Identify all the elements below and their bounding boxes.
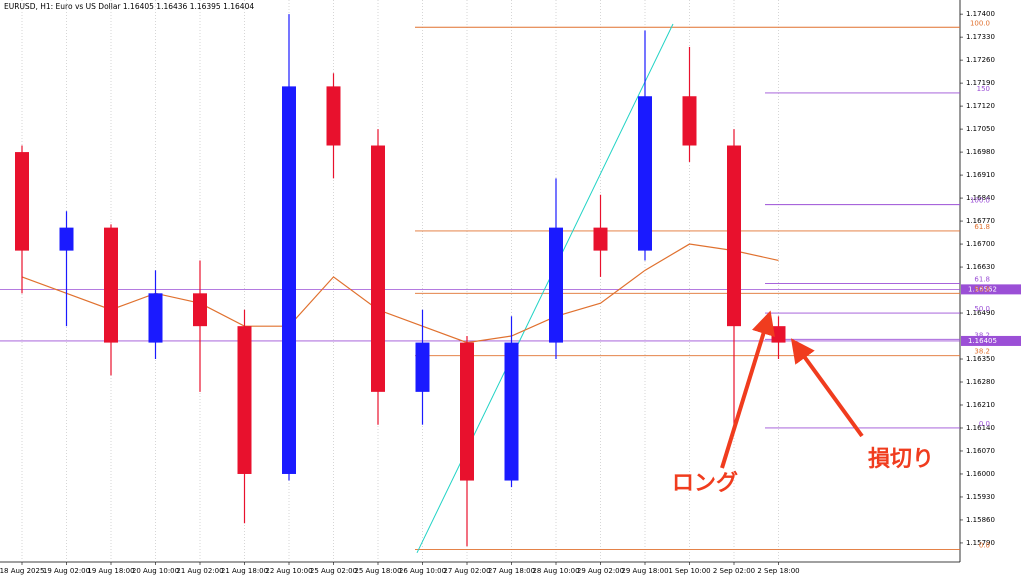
x-tick-label: 29 Aug 18:00	[621, 567, 668, 575]
x-tick-label: 19 Aug 02:00	[43, 567, 90, 575]
chart-title: EURUSD, H1: Euro vs US Dollar 1.16405 1.…	[4, 2, 254, 11]
y-tick-label: 1.16700	[966, 240, 995, 248]
fib-label: 50.0	[974, 285, 990, 293]
candle-body	[771, 326, 786, 343]
price-label-box	[961, 335, 1021, 346]
price-label: 1.16405	[968, 337, 997, 345]
price-label: 1.16562	[968, 285, 997, 293]
candle-body	[682, 96, 697, 146]
candle-body	[104, 227, 118, 343]
candle-body	[237, 326, 252, 474]
fib-label: 38.2	[974, 348, 990, 356]
fib-label: 150	[977, 85, 990, 93]
y-tick-label: 1.15860	[966, 516, 995, 524]
candle-body	[148, 293, 163, 343]
x-tick-label: 18 Aug 2025	[0, 567, 44, 575]
fib-label: 61.8	[974, 275, 990, 283]
x-tick-label: 27 Aug 02:00	[443, 567, 490, 575]
fib-label: 38.2	[974, 331, 990, 339]
candle-body	[15, 152, 29, 251]
y-tick-label: 1.15930	[966, 493, 995, 501]
x-tick-label: 25 Aug 02:00	[310, 567, 357, 575]
x-tick-label: 25 Aug 18:00	[354, 567, 401, 575]
y-tick-label: 1.17050	[966, 125, 995, 133]
arrow-stop	[790, 338, 864, 438]
x-tick-label: 2 Sep 18:00	[757, 567, 799, 575]
fib-label: 0.0	[979, 420, 990, 428]
price-label-box	[961, 284, 1021, 295]
candle-body	[371, 145, 385, 392]
candle-body	[193, 293, 207, 327]
annotation-stop: 損切り	[868, 447, 934, 472]
candle-body	[415, 342, 430, 392]
fib-label: 50.0	[974, 305, 990, 313]
y-tick-label: 1.15790	[966, 539, 995, 547]
candle-body	[460, 342, 474, 481]
candle-body	[504, 342, 519, 481]
y-tick-label: 1.17260	[966, 56, 995, 64]
trendline	[416, 23, 674, 554]
x-tick-label: 29 Aug 02:00	[577, 567, 624, 575]
arrow-long	[720, 310, 775, 469]
y-tick-label: 1.16840	[966, 194, 995, 202]
y-tick-label: 1.17190	[966, 79, 995, 87]
y-tick-label: 1.16070	[966, 447, 995, 455]
fib-label: 61.8	[974, 223, 990, 231]
fib-label: 0.0	[979, 542, 990, 550]
y-tick-label: 1.16630	[966, 263, 995, 271]
candle-body	[727, 145, 741, 327]
y-tick-label: 1.16770	[966, 217, 995, 225]
fib-label: 100.0	[970, 197, 990, 205]
candle-body	[326, 86, 341, 146]
y-tick-label: 1.16280	[966, 378, 995, 386]
x-tick-label: 20 Aug 10:00	[132, 567, 179, 575]
x-tick-label: 19 Aug 18:00	[87, 567, 134, 575]
y-tick-label: 1.17330	[966, 33, 995, 41]
candle-body	[59, 227, 74, 251]
fib-label: 100.0	[970, 19, 990, 27]
y-tick-label: 1.17120	[966, 102, 995, 110]
y-tick-label: 1.16350	[966, 355, 995, 363]
y-tick-label: 1.16980	[966, 148, 995, 156]
x-tick-label: 21 Aug 18:00	[221, 567, 268, 575]
x-tick-label: 2 Sep 02:00	[713, 567, 755, 575]
annotation-long: ロング	[672, 470, 738, 496]
x-tick-label: 22 Aug 10:00	[265, 567, 312, 575]
y-tick-label: 1.16490	[966, 309, 995, 317]
x-tick-label: 26 Aug 10:00	[399, 567, 446, 575]
y-tick-label: 1.17400	[966, 10, 995, 18]
y-tick-label: 1.16140	[966, 424, 995, 432]
candle-body	[638, 96, 652, 251]
y-tick-label: 1.16910	[966, 171, 995, 179]
x-tick-label: 27 Aug 18:00	[488, 567, 535, 575]
x-tick-label: 28 Aug 10:00	[532, 567, 579, 575]
candle-body	[282, 86, 296, 474]
x-tick-label: 1 Sep 10:00	[668, 567, 710, 575]
y-tick-label: 1.16210	[966, 401, 995, 409]
candle-body	[549, 227, 563, 343]
candle-body	[593, 227, 608, 251]
x-tick-label: 21 Aug 02:00	[176, 567, 223, 575]
y-tick-label: 1.16000	[966, 470, 995, 478]
moving-average	[21, 243, 779, 344]
